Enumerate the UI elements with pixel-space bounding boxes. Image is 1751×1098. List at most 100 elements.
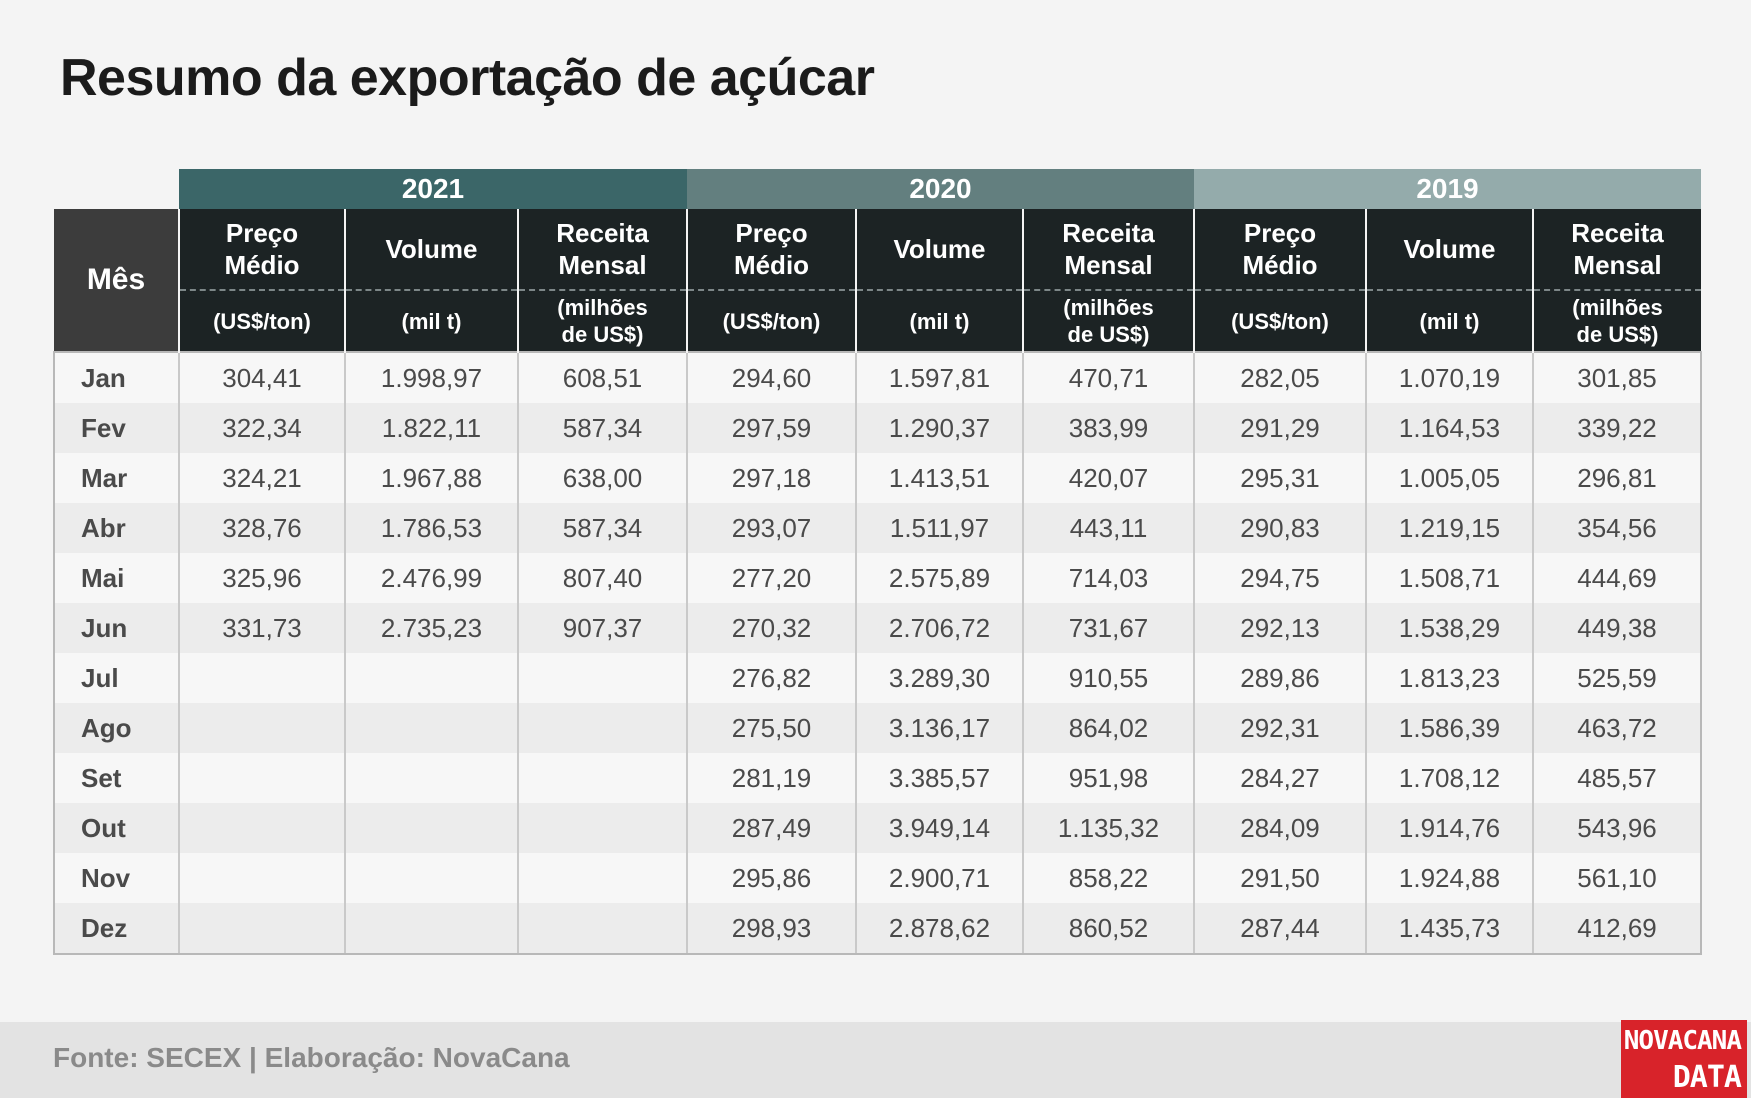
column-header-label: Preço Médio: [224, 218, 300, 280]
column-unit-label: (mil t): [1419, 308, 1480, 334]
column-unit-2020-2: (milhões de US$): [1022, 290, 1194, 352]
value-cell: 412,69: [1532, 903, 1702, 955]
value-cell: 1.998,97: [344, 351, 518, 403]
value-cell: 295,31: [1193, 453, 1366, 503]
value-cell: 714,03: [1022, 553, 1194, 603]
value-cell: 325,96: [178, 553, 345, 603]
value-cell: 587,34: [517, 503, 687, 553]
value-cell: 1.786,53: [344, 503, 518, 553]
column-unit-label: (mil t): [401, 308, 462, 334]
column-header-2021-2: Receita Mensal: [517, 209, 687, 291]
value-cell: [178, 753, 345, 803]
value-cell: [344, 903, 518, 955]
column-header-label: Volume: [893, 234, 986, 264]
value-cell: 1.435,73: [1365, 903, 1533, 955]
month-cell: Nov: [53, 853, 179, 903]
value-cell: 1.924,88: [1365, 853, 1533, 903]
column-unit-2021-1: (mil t): [344, 290, 518, 352]
value-cell: 292,31: [1193, 703, 1366, 753]
column-unit-label: (milhões de US$): [1572, 295, 1663, 347]
value-cell: 292,13: [1193, 603, 1366, 653]
column-header-label: Receita Mensal: [556, 218, 649, 280]
value-cell: [344, 703, 518, 753]
value-cell: 3.289,30: [855, 653, 1023, 703]
table-row: Out 287,49 3.949,14 1.135,32 284,09 1.914,76 5…: [53, 803, 1702, 853]
value-cell: 1.290,37: [855, 403, 1023, 453]
value-cell: 1.586,39: [1365, 703, 1533, 753]
value-cell: 294,60: [686, 351, 856, 403]
table-row: Abr 328,76 1.786,53 587,34 293,07 1.511,97 443…: [53, 503, 1702, 553]
value-cell: 443,11: [1022, 503, 1194, 553]
column-unit-2020-0: (US$/ton): [686, 290, 856, 352]
value-cell: 354,56: [1532, 503, 1702, 553]
column-header-2020-0: Preço Médio: [686, 209, 856, 291]
value-cell: 297,59: [686, 403, 856, 453]
value-cell: 331,73: [178, 603, 345, 653]
table-row: Mai 325,96 2.476,99 807,40 277,20 2.575,89 714…: [53, 553, 1702, 603]
value-cell: 339,22: [1532, 403, 1702, 453]
value-cell: 731,67: [1022, 603, 1194, 653]
value-cell: [178, 703, 345, 753]
column-header-label: Receita Mensal: [1062, 218, 1155, 280]
value-cell: 3.385,57: [855, 753, 1023, 803]
value-cell: 1.508,71: [1365, 553, 1533, 603]
month-cell: Dez: [53, 903, 179, 955]
value-cell: 3.136,17: [855, 703, 1023, 753]
column-unit-2021-0: (US$/ton): [178, 290, 345, 352]
value-cell: 287,49: [686, 803, 856, 853]
value-cell: 282,05: [1193, 351, 1366, 403]
column-unit-label: (milhões de US$): [557, 295, 648, 347]
table-row: Fev 322,34 1.822,11 587,34 297,59 1.290,37 383…: [53, 403, 1702, 453]
value-cell: [517, 653, 687, 703]
value-cell: 290,83: [1193, 503, 1366, 553]
value-cell: 1.538,29: [1365, 603, 1533, 653]
value-cell: [344, 853, 518, 903]
table-corner: [54, 169, 179, 209]
page-title: Resumo da exportação de açúcar: [60, 49, 875, 107]
column-header-label: Receita Mensal: [1571, 218, 1664, 280]
value-cell: 328,76: [178, 503, 345, 553]
value-cell: 1.219,15: [1365, 503, 1533, 553]
month-cell: Jan: [53, 351, 179, 403]
value-cell: 281,19: [686, 753, 856, 803]
table-row: Jan 304,41 1.998,97 608,51 294,60 1.597,81 470…: [53, 351, 1702, 403]
value-cell: 294,75: [1193, 553, 1366, 603]
value-cell: 1.813,23: [1365, 653, 1533, 703]
value-cell: 322,34: [178, 403, 345, 453]
value-cell: 291,29: [1193, 403, 1366, 453]
column-header-label: Preço Médio: [1242, 218, 1318, 280]
table-row: Ago 275,50 3.136,17 864,02 292,31 1.586,39 463…: [53, 703, 1702, 753]
table-row: Jun 331,73 2.735,23 907,37 270,32 2.706,72 731…: [53, 603, 1702, 653]
value-cell: 1.914,76: [1365, 803, 1533, 853]
value-cell: 543,96: [1532, 803, 1702, 853]
value-cell: 275,50: [686, 703, 856, 753]
column-unit-label: (US$/ton): [722, 308, 821, 334]
column-header-label: Volume: [1403, 234, 1496, 264]
month-cell: Abr: [53, 503, 179, 553]
column-unit-2019-0: (US$/ton): [1193, 290, 1366, 352]
value-cell: 324,21: [178, 453, 345, 503]
value-cell: [344, 803, 518, 853]
value-cell: 2.575,89: [855, 553, 1023, 603]
value-cell: [344, 753, 518, 803]
value-cell: [178, 803, 345, 853]
value-cell: [517, 803, 687, 853]
month-cell: Fev: [53, 403, 179, 453]
column-header-2020-1: Volume: [855, 209, 1023, 291]
value-cell: 1.708,12: [1365, 753, 1533, 803]
value-cell: 287,44: [1193, 903, 1366, 955]
value-cell: 485,57: [1532, 753, 1702, 803]
year-header-2019: 2019: [1194, 169, 1701, 209]
value-cell: 608,51: [517, 351, 687, 403]
column-unit-2021-2: (milhões de US$): [517, 290, 687, 352]
value-cell: 1.511,97: [855, 503, 1023, 553]
value-cell: 1.597,81: [855, 351, 1023, 403]
value-cell: 304,41: [178, 351, 345, 403]
month-cell: Set: [53, 753, 179, 803]
table-row: Jul 276,82 3.289,30 910,55 289,86 1.813,23 525…: [53, 653, 1702, 703]
value-cell: 1.164,53: [1365, 403, 1533, 453]
value-cell: 864,02: [1022, 703, 1194, 753]
month-column-header: Mês: [54, 209, 179, 352]
value-cell: 298,93: [686, 903, 856, 955]
value-cell: 270,32: [686, 603, 856, 653]
